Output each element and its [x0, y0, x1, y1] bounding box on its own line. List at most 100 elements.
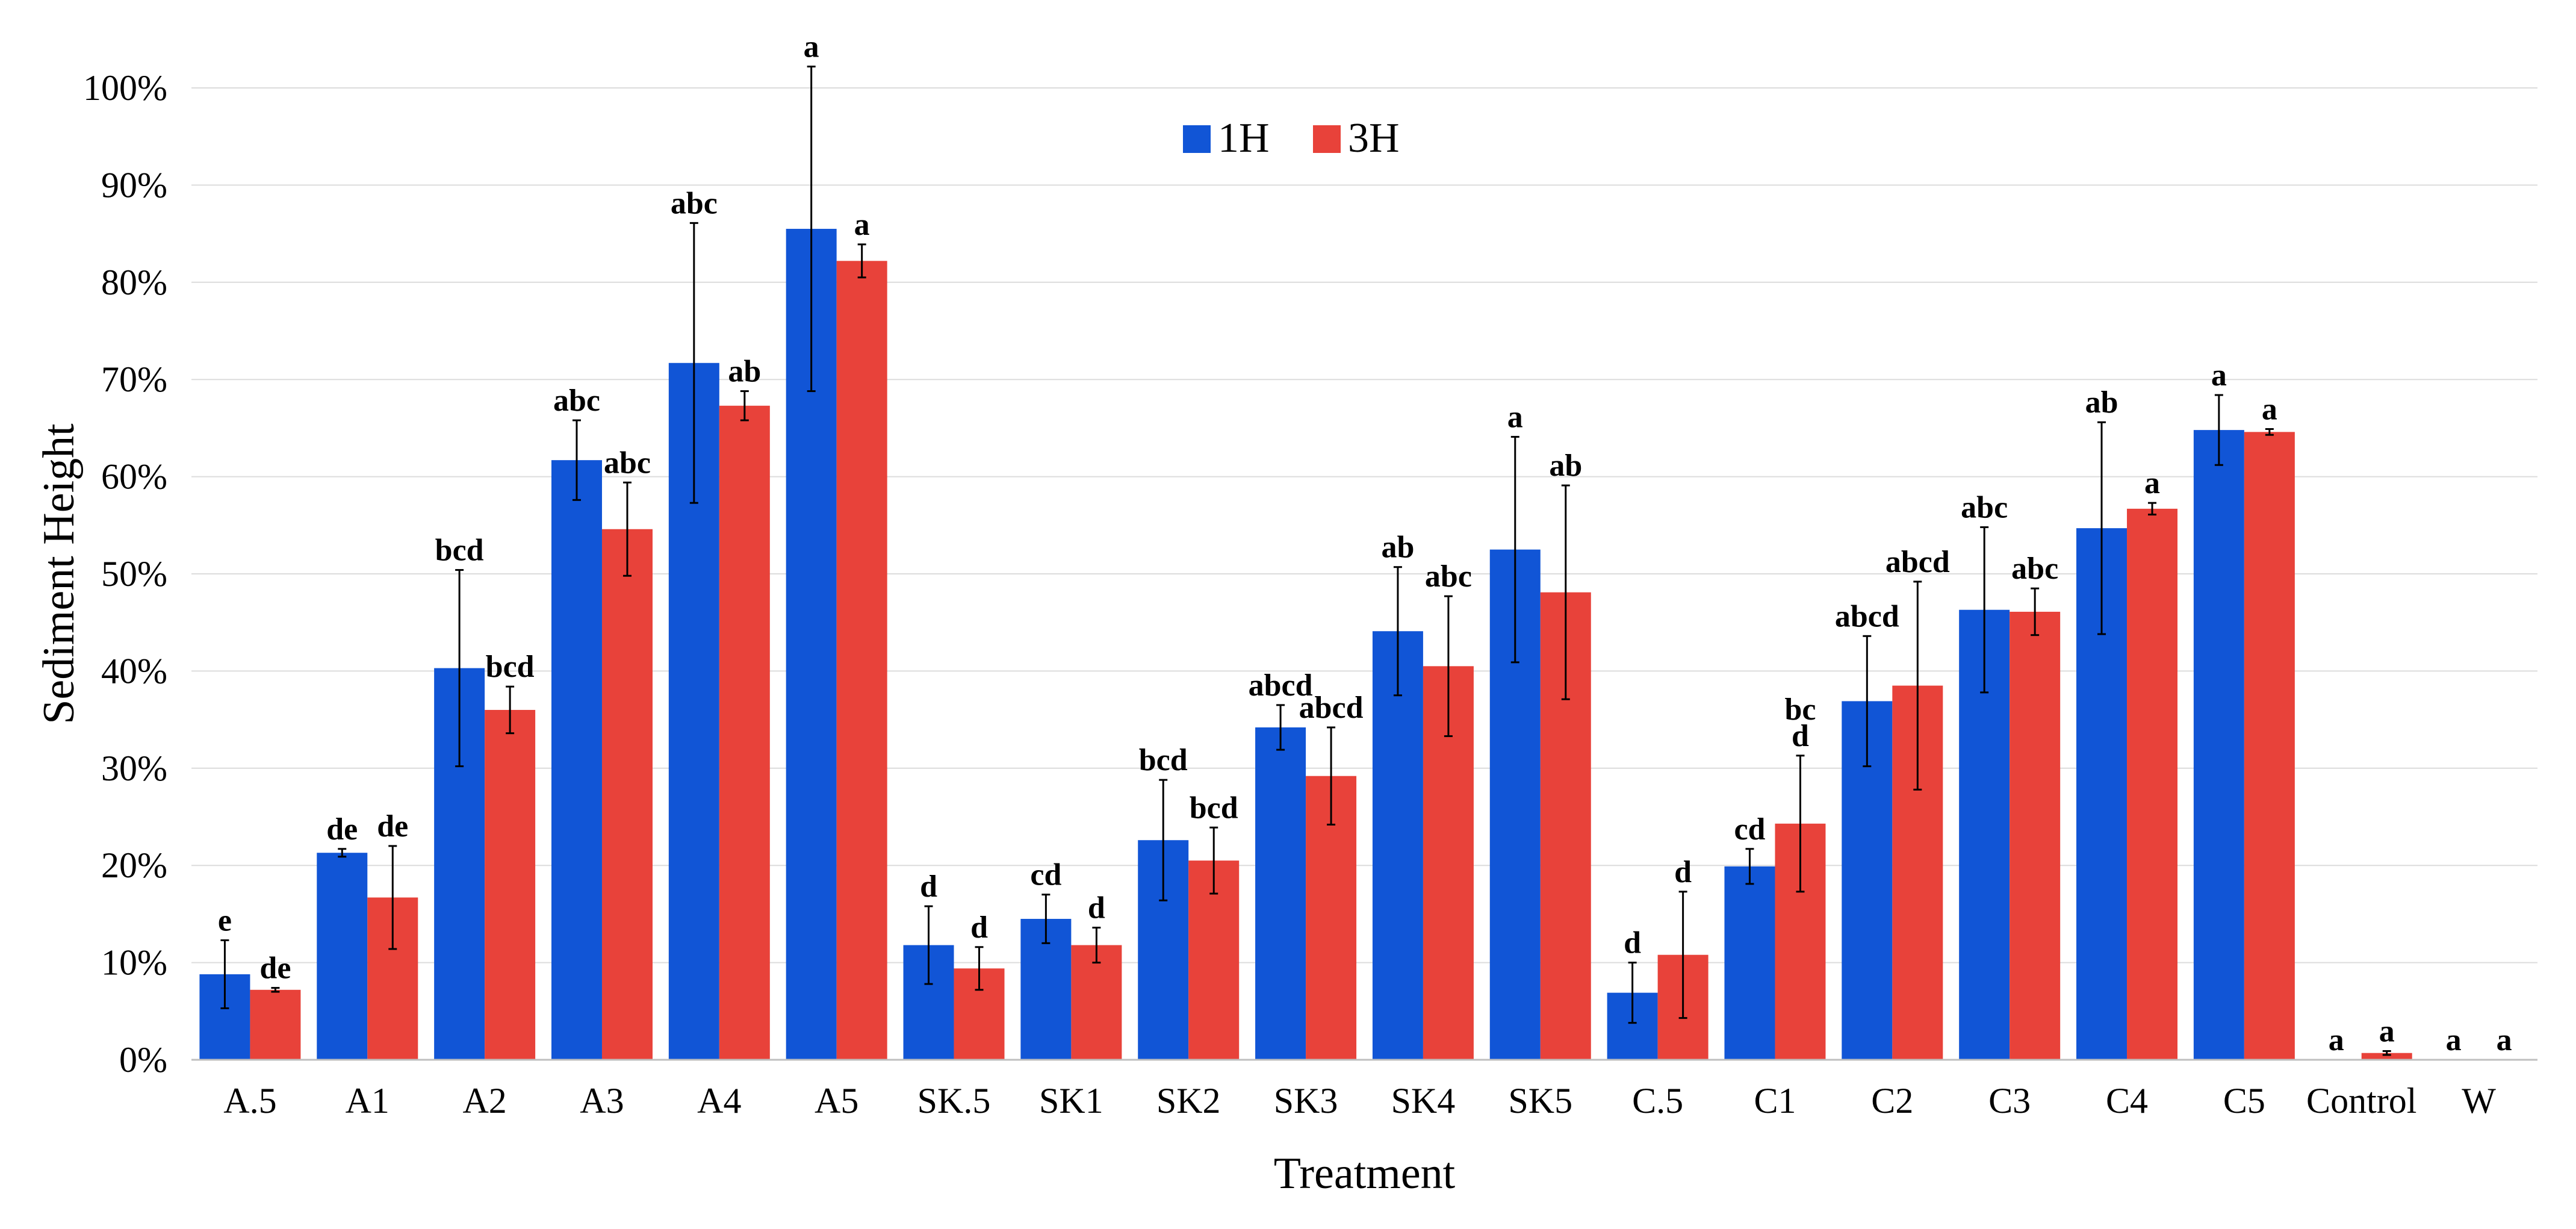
significance-label: d — [1624, 926, 1641, 960]
significance-label: abcd — [1835, 599, 1899, 633]
significance-label: abcd — [1299, 691, 1364, 725]
significance-label: abc — [671, 186, 718, 220]
x-axis-ticks: A.5 A1 A2 A3 A4 A5 SK.5 SK1 SK2 SK3 SK4 SK5 C.5 C1 C2 C… — [223, 1081, 2496, 1121]
x-tick-label: SK5 — [1508, 1081, 1572, 1121]
bar-3h — [2127, 508, 2178, 1060]
legend-swatch-1h — [1183, 125, 1211, 153]
y-tick-label: 80% — [101, 263, 167, 302]
x-tick-label: SK4 — [1391, 1081, 1456, 1121]
legend: 1H 3H — [1183, 115, 1400, 161]
y-tick-label: 10% — [101, 943, 167, 983]
legend-label-1h: 1H — [1218, 115, 1270, 161]
significance-label: ab — [1381, 530, 1414, 565]
bar-1h — [1255, 727, 1306, 1060]
significance-label: a — [1507, 400, 1523, 434]
significance-label: abc — [553, 384, 600, 418]
error-bars — [220, 65, 2391, 1056]
significance-label: d — [1792, 719, 1809, 753]
gridlines — [191, 87, 2537, 963]
bar-3h — [836, 261, 887, 1060]
x-tick-label: W — [2462, 1081, 2496, 1121]
bar-3h — [2010, 611, 2061, 1060]
x-tick-label: C4 — [2106, 1081, 2148, 1121]
y-tick-label: 90% — [101, 165, 167, 205]
bar-3h — [2361, 1053, 2412, 1060]
significance-label: de — [377, 809, 408, 844]
bar-1h — [1372, 631, 1423, 1060]
x-tick-label: A.5 — [223, 1081, 276, 1121]
bar-3h — [2244, 432, 2295, 1060]
x-tick-label: A1 — [346, 1081, 390, 1121]
bar-1h — [1724, 866, 1775, 1060]
significance-label: a — [804, 30, 819, 64]
significance-label: a — [2329, 1023, 2344, 1057]
significance-label: bcd — [1139, 743, 1188, 777]
bar-1h — [2193, 430, 2244, 1060]
y-tick-label: 40% — [101, 651, 167, 691]
significance-label: a — [2211, 358, 2227, 393]
x-tick-label: C.5 — [1632, 1081, 1683, 1121]
y-tick-label: 0% — [119, 1040, 167, 1080]
significance-label: ab — [2085, 385, 2118, 420]
x-tick-label: Control — [2306, 1081, 2416, 1121]
significance-label: bc — [1784, 692, 1816, 727]
significance-label: a — [2262, 393, 2277, 427]
significance-label: de — [259, 951, 291, 986]
significance-label: d — [1674, 855, 1692, 889]
y-tick-label: 100% — [83, 68, 167, 108]
legend-label-3h: 3H — [1348, 115, 1400, 161]
significance-label: abcd — [1249, 668, 1313, 703]
significance-label: a — [2497, 1023, 2512, 1057]
y-tick-label: 60% — [101, 457, 167, 497]
significance-label: abc — [1425, 559, 1472, 594]
y-tick-label: 70% — [101, 359, 167, 399]
x-tick-label: C3 — [1988, 1081, 2031, 1121]
significance-label: e — [218, 903, 232, 938]
significance-label: abc — [1961, 491, 2008, 525]
significance-label: abc — [604, 446, 651, 480]
legend-swatch-3h — [1313, 125, 1341, 153]
y-tick-label: 20% — [101, 845, 167, 885]
significance-label: de — [326, 812, 358, 847]
y-axis-ticks: 0% 10% 20% 30% 40% 50% 60% 70% 80% 90% 100% — [83, 68, 167, 1080]
x-tick-label: SK1 — [1039, 1081, 1103, 1121]
significance-label: cd — [1030, 858, 1061, 892]
x-tick-label: A4 — [697, 1081, 741, 1121]
significance-label: cd — [1734, 812, 1765, 847]
significance-label: ab — [1549, 449, 1582, 483]
significance-label: abc — [2011, 552, 2058, 586]
significance-label: d — [1088, 891, 1105, 925]
bar-3h — [719, 405, 770, 1060]
significance-label: bcd — [1190, 791, 1238, 825]
x-tick-label: A2 — [462, 1081, 506, 1121]
significance-label: a — [854, 208, 870, 242]
significance-label: d — [970, 910, 988, 945]
significance-label: d — [920, 870, 937, 904]
x-tick-label: C5 — [2223, 1081, 2265, 1121]
y-axis-title: Sediment Height — [34, 423, 84, 724]
bar-3h — [1071, 945, 1122, 1060]
bar-1h — [551, 460, 602, 1060]
significance-label: a — [2144, 466, 2160, 500]
significance-label: bcd — [486, 650, 535, 684]
x-axis-title: Treatment — [1274, 1149, 1456, 1198]
x-tick-label: C2 — [1871, 1081, 1913, 1121]
significance-label: a — [2446, 1023, 2462, 1057]
y-tick-label: 50% — [101, 554, 167, 594]
significance-label: ab — [728, 355, 761, 389]
significance-label: bcd — [435, 534, 484, 568]
y-tick-label: 30% — [101, 748, 167, 788]
bar-3h — [250, 989, 301, 1060]
bar-3h — [601, 529, 653, 1060]
x-tick-label: SK.5 — [917, 1081, 991, 1121]
bar-1h — [317, 853, 368, 1060]
x-tick-label: SK3 — [1274, 1081, 1338, 1121]
significance-label: abcd — [1885, 545, 1950, 579]
x-tick-label: C1 — [1754, 1081, 1796, 1121]
x-tick-label: SK2 — [1156, 1081, 1221, 1121]
bar-3h — [485, 709, 536, 1060]
bars — [199, 229, 2412, 1060]
